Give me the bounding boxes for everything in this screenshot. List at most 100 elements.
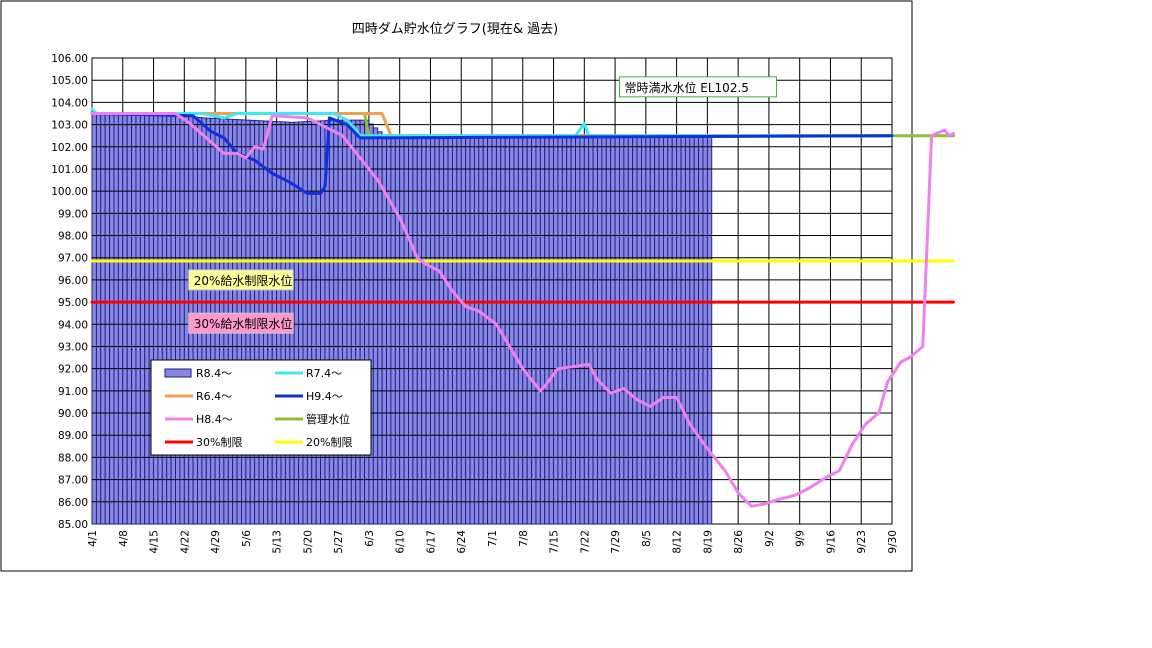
y-tick-label: 90.00 (58, 408, 88, 420)
series-line (90, 112, 894, 195)
bar (421, 135, 427, 525)
y-tick-label: 88.00 (58, 452, 88, 464)
bar (95, 113, 102, 525)
bar (311, 120, 317, 525)
bar (425, 135, 431, 525)
y-tick-label: 91.00 (58, 386, 88, 398)
bar (539, 135, 546, 525)
y-tick-label: 106.00 (51, 53, 88, 65)
bar (641, 135, 647, 525)
bar (575, 135, 581, 525)
bar (337, 119, 343, 525)
bar (403, 135, 409, 525)
bar (148, 113, 154, 525)
bar (438, 135, 445, 525)
annotation-label: 常時満水水位 EL102.5 (624, 80, 748, 95)
bar (509, 135, 515, 525)
x-tick-label: 7/22 (579, 530, 591, 554)
bar (135, 113, 141, 525)
bar (359, 119, 365, 525)
bar (434, 135, 440, 525)
bar-series (91, 113, 713, 525)
annotation-box (188, 312, 294, 334)
legend-label: H8.4〜 (196, 413, 233, 426)
y-tick-label: 95.00 (58, 297, 88, 309)
bar (592, 135, 598, 525)
x-tick-label: 5/6 (241, 530, 253, 547)
x-tick-label: 7/29 (610, 530, 622, 554)
bar (161, 113, 168, 525)
x-tick-label: 9/9 (795, 530, 807, 547)
bar (100, 113, 106, 525)
bar (157, 113, 163, 525)
y-axis-ticks: 85.00 86.00 87.00 88.00 89.00 90.00 91.00 92.00… (51, 53, 88, 531)
y-tick-label: 94.00 (58, 319, 88, 331)
bar (654, 135, 660, 525)
bar (579, 135, 585, 525)
bar (706, 135, 713, 525)
bar (465, 135, 471, 525)
bar (544, 135, 550, 525)
legend: R8.4〜 R7.4〜 R6.4〜 H9.4〜 H8.4〜 管理水位 30%制限 20%制限 (150, 359, 372, 456)
legend-label: R6.4〜 (196, 390, 232, 403)
bar (531, 135, 537, 525)
x-tick-label: 7/1 (487, 530, 499, 547)
bar (619, 135, 625, 525)
bar (355, 119, 361, 525)
bar (293, 121, 300, 525)
x-tick-label: 9/30 (887, 530, 899, 554)
legend-label: 30%制限 (196, 436, 242, 449)
bar (122, 113, 128, 525)
bar (469, 135, 475, 525)
y-tick-label: 101.00 (51, 164, 88, 176)
bar (491, 135, 497, 525)
bar (416, 135, 423, 525)
bar (451, 135, 458, 525)
x-tick-label: 9/2 (764, 530, 776, 547)
bar (676, 135, 682, 525)
bar (394, 135, 401, 525)
bar (306, 121, 313, 525)
bar (443, 135, 449, 525)
bar (597, 135, 603, 525)
bar (153, 113, 159, 525)
bar (399, 135, 405, 525)
annotation-label: 20%給水制限水位 (194, 273, 293, 288)
bar (456, 135, 462, 525)
bar (350, 119, 357, 525)
bar (667, 135, 673, 525)
bar (302, 121, 308, 525)
bar (298, 121, 304, 525)
bar (328, 119, 335, 525)
series-line (90, 112, 955, 508)
y-tick-label: 98.00 (58, 231, 88, 243)
bar (412, 135, 418, 525)
bar (636, 135, 642, 525)
bar (645, 135, 651, 525)
y-tick-label: 93.00 (58, 341, 88, 353)
bar (614, 135, 620, 525)
bar (570, 135, 576, 525)
bar (658, 135, 664, 525)
bar (566, 135, 572, 525)
bar (346, 119, 352, 525)
bar (632, 135, 638, 525)
legend-swatch (164, 368, 192, 378)
bar (526, 135, 533, 525)
x-tick-label: 7/8 (518, 530, 530, 547)
annotation-box (188, 269, 294, 291)
bar (662, 135, 669, 525)
y-tick-label: 89.00 (58, 430, 88, 442)
x-tick-label: 4/8 (118, 530, 130, 547)
bar (561, 135, 568, 525)
bar (131, 113, 137, 525)
bar (478, 135, 484, 525)
bar (487, 135, 493, 525)
bar (139, 113, 146, 525)
bar (408, 135, 414, 525)
bar (557, 135, 563, 525)
bar (500, 135, 506, 525)
bar (175, 114, 181, 525)
bar (166, 113, 172, 525)
